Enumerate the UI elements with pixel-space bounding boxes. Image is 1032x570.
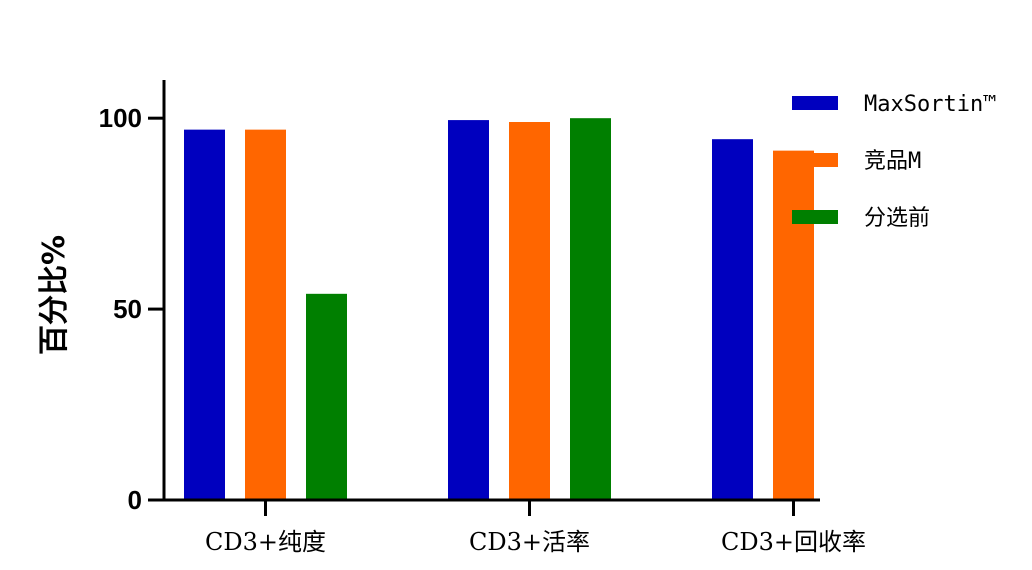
bar — [184, 129, 225, 501]
y-axis-label: 百分比% — [37, 235, 72, 355]
bar — [448, 120, 489, 500]
legend-swatch — [792, 96, 838, 110]
bars — [184, 118, 814, 501]
y-tick-label: 0 — [128, 485, 142, 515]
legend-label: MaxSortin™ — [864, 92, 996, 117]
legend-label: 分选前 — [864, 206, 930, 231]
y-tick-label: 50 — [113, 294, 142, 324]
bar — [712, 139, 753, 500]
legend-swatch — [792, 153, 838, 167]
bar — [306, 293, 347, 500]
x-tick-label: CD3+活率 — [469, 528, 590, 556]
legend: MaxSortin™ 竞品M 分选前 — [792, 92, 996, 231]
bar — [570, 118, 611, 500]
bar — [773, 150, 814, 501]
bar — [509, 122, 550, 500]
y-tick-label: 100 — [99, 103, 142, 133]
bar — [245, 129, 286, 501]
x-ticks: CD3+纯度 CD3+活率 CD3+回收率 — [205, 500, 866, 556]
axes — [162, 80, 820, 502]
legend-swatch — [792, 210, 838, 224]
x-tick-label: CD3+纯度 — [205, 528, 326, 556]
legend-label: 竞品M — [864, 149, 921, 174]
y-ticks: 0 50 100 — [99, 103, 164, 515]
x-tick-label: CD3+回收率 — [721, 528, 866, 556]
